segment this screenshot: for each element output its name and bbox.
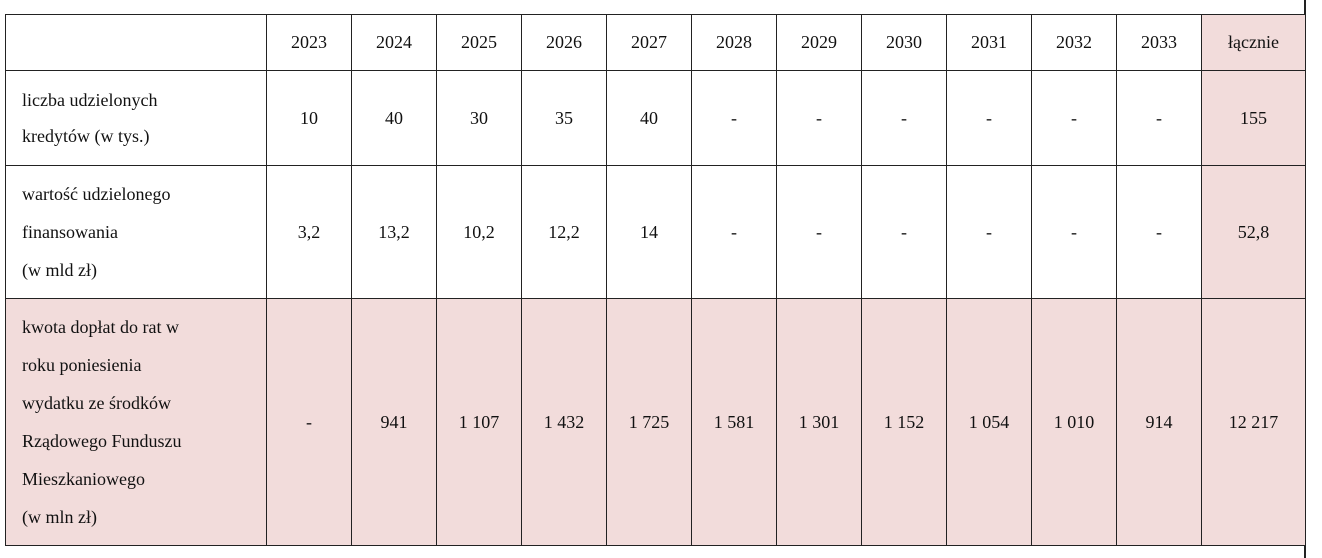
value-cell: 10 — [266, 70, 352, 166]
header-cell: 2031 — [946, 14, 1032, 71]
value-cell: 12,2 — [521, 165, 607, 299]
label-line: Mieszkaniowego — [22, 469, 145, 489]
data-row: kwota dopłat do rat w roku poniesienia wyd… — [5, 298, 1306, 546]
value-cell: 40 — [351, 70, 437, 166]
header-cell: 2029 — [776, 14, 862, 71]
value-cell: 10,2 — [436, 165, 522, 299]
value-cell: - — [1116, 70, 1202, 166]
value-cell: 1 725 — [606, 298, 692, 546]
row-label: wartość udzielonego finansowania (w mld zł… — [5, 165, 267, 299]
label-line: liczba udzielonych — [22, 90, 158, 110]
label-line: wartość udzielonego — [22, 184, 171, 204]
data-row: wartość udzielonego finansowania (w mld zł… — [5, 165, 1306, 299]
header-cell: 2028 — [691, 14, 777, 71]
header-cell: 2027 — [606, 14, 692, 71]
header-cell: 2032 — [1031, 14, 1117, 71]
value-cell: 1 010 — [1031, 298, 1117, 546]
value-cell: 35 — [521, 70, 607, 166]
value-cell: - — [861, 70, 947, 166]
value-cell: 914 — [1116, 298, 1202, 546]
value-cell: - — [946, 70, 1032, 166]
label-line: roku poniesienia — [22, 355, 142, 375]
data-row: liczba udzielonych kredytów (w tys.) 10 40 3… — [5, 70, 1306, 166]
header-cell: 2033 — [1116, 14, 1202, 71]
corner-cell — [5, 14, 267, 71]
value-cell: 14 — [606, 165, 692, 299]
label-line: (w mld zł) — [22, 260, 97, 280]
value-cell: 52,8 — [1201, 165, 1306, 299]
row-label: kwota dopłat do rat w roku poniesienia wyd… — [5, 298, 267, 546]
value-cell: - — [266, 298, 352, 546]
value-cell: 1 054 — [946, 298, 1032, 546]
header-cell: łącznie — [1201, 14, 1306, 71]
header-cell: 2030 — [861, 14, 947, 71]
value-cell: - — [1031, 70, 1117, 166]
value-cell: - — [1031, 165, 1117, 299]
value-cell: 1 581 — [691, 298, 777, 546]
label-line: (w mln zł) — [22, 507, 97, 527]
header-row: 2023 2024 2025 2026 2027 2028 2029 2030 2031 2032… — [5, 14, 1306, 71]
value-cell: 1 432 — [521, 298, 607, 546]
value-cell: 1 107 — [436, 298, 522, 546]
table-body: 2023 2024 2025 2026 2027 2028 2029 2030 2031 2032… — [5, 14, 1306, 546]
value-cell: - — [861, 165, 947, 299]
row-label: liczba udzielonych kredytów (w tys.) — [5, 70, 267, 166]
label-line: Rządowego Funduszu — [22, 431, 182, 451]
value-cell: - — [946, 165, 1032, 299]
header-cell: 2025 — [436, 14, 522, 71]
value-cell: - — [691, 165, 777, 299]
value-cell: 40 — [606, 70, 692, 166]
header-cell: 2024 — [351, 14, 437, 71]
value-cell: 30 — [436, 70, 522, 166]
header-cell: 2026 — [521, 14, 607, 71]
value-cell: 155 — [1201, 70, 1306, 166]
value-cell: 1 301 — [776, 298, 862, 546]
value-cell: - — [776, 165, 862, 299]
value-cell: 13,2 — [351, 165, 437, 299]
value-cell: 12 217 — [1201, 298, 1306, 546]
header-cell: 2023 — [266, 14, 352, 71]
value-cell: 941 — [351, 298, 437, 546]
value-cell: 1 152 — [861, 298, 947, 546]
label-line: wydatku ze środków — [22, 393, 171, 413]
value-cell: 3,2 — [266, 165, 352, 299]
value-cell: - — [776, 70, 862, 166]
data-table: 2023 2024 2025 2026 2027 2028 2029 2030 2031 2032… — [5, 14, 1306, 546]
label-line: kredytów (w tys.) — [22, 126, 150, 146]
label-line: kwota dopłat do rat w — [22, 317, 179, 337]
value-cell: - — [691, 70, 777, 166]
label-line: finansowania — [22, 222, 118, 242]
value-cell: - — [1116, 165, 1202, 299]
